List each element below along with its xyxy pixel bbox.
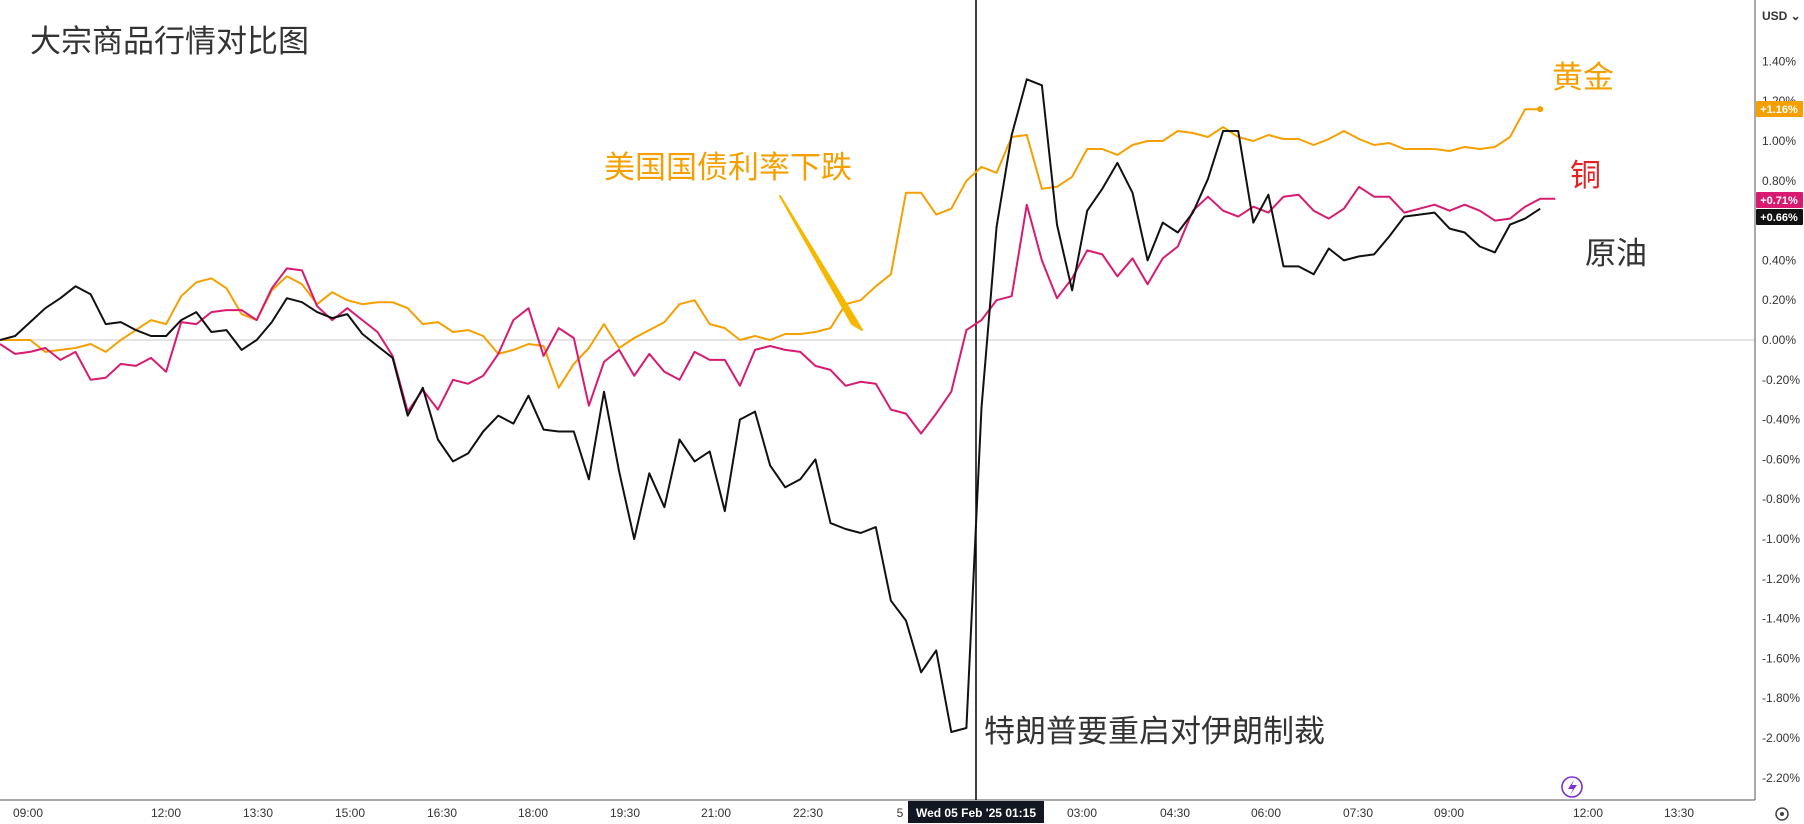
y-tick-label: -0.60%: [1762, 452, 1800, 466]
settings-gear-icon[interactable]: [1775, 807, 1789, 821]
x-tick-label: 09:00: [1434, 806, 1464, 820]
x-tick-label: 04:30: [1160, 806, 1190, 820]
x-tick-label: 22:30: [793, 806, 823, 820]
series-end-point: [1537, 106, 1544, 113]
y-tick-label: -2.20%: [1762, 771, 1800, 785]
x-tick-label: 21:00: [701, 806, 731, 820]
value-badge-label: +0.66%: [1760, 212, 1798, 224]
x-tick-label: 03:00: [1067, 806, 1097, 820]
x-tick-label: 5: [897, 806, 904, 820]
crosshair-label: Wed 05 Feb '25 01:15: [916, 806, 1036, 820]
y-tick-label: 0.40%: [1762, 253, 1796, 267]
y-tick-label: -1.20%: [1762, 572, 1800, 586]
y-tick-label: -0.20%: [1762, 373, 1800, 387]
currency-selector[interactable]: USD ⌄: [1762, 9, 1801, 23]
chart-title: 大宗商品行情对比图: [30, 24, 309, 60]
x-tick-label: 13:30: [243, 806, 273, 820]
series-line: [0, 78, 1541, 733]
y-tick-label: 0.20%: [1762, 293, 1796, 307]
x-tick-label: 15:00: [335, 806, 365, 820]
y-tick-label: 0.00%: [1762, 333, 1796, 347]
x-tick-label: 13:30: [1664, 806, 1694, 820]
series-line: [0, 185, 1556, 435]
lightning-bolt: [1568, 780, 1577, 795]
value-badge-label: +1.16%: [1760, 104, 1798, 116]
series-label: 黄金: [1552, 60, 1614, 96]
settings-gear-ring: [1775, 807, 1789, 821]
y-tick-label: 1.40%: [1762, 54, 1796, 68]
value-badge-label: +0.71%: [1760, 195, 1798, 207]
value-badge: [1756, 192, 1803, 208]
x-tick-label: 07:30: [1343, 806, 1373, 820]
settings-gear-hub: [1780, 812, 1784, 816]
y-tick-label: -1.80%: [1762, 691, 1800, 705]
y-tick-label: -1.40%: [1762, 612, 1800, 626]
x-tick-label: 18:00: [518, 806, 548, 820]
value-badge: [1756, 101, 1803, 117]
x-tick-label: 06:00: [1251, 806, 1281, 820]
y-tick-label: -1.60%: [1762, 651, 1800, 665]
x-tick-label: 19:30: [610, 806, 640, 820]
annotation-arrow: [779, 195, 863, 331]
y-tick-label: -2.00%: [1762, 731, 1800, 745]
value-badge: [1756, 209, 1803, 225]
y-tick-label: -1.00%: [1762, 532, 1800, 546]
y-tick-label: 1.00%: [1762, 134, 1796, 148]
series-label: 铜: [1570, 158, 1601, 194]
annotation-sanctions: 特朗普要重启对伊朗制裁: [984, 714, 1325, 750]
x-tick-label: 12:00: [1573, 806, 1603, 820]
x-tick-label: 16:30: [427, 806, 457, 820]
x-tick-label: 09:00: [13, 806, 43, 820]
y-tick-label: -0.80%: [1762, 492, 1800, 506]
y-tick-label: 0.80%: [1762, 174, 1796, 188]
series-label: 原油: [1585, 236, 1647, 272]
lightning-icon[interactable]: [1561, 776, 1583, 798]
annotation-treasury: 美国国债利率下跌: [604, 150, 852, 186]
lightning-ring: [1561, 776, 1583, 798]
crosshair-label-bg: [908, 801, 1044, 823]
x-tick-label: 12:00: [151, 806, 181, 820]
y-tick-label: -0.40%: [1762, 413, 1800, 427]
